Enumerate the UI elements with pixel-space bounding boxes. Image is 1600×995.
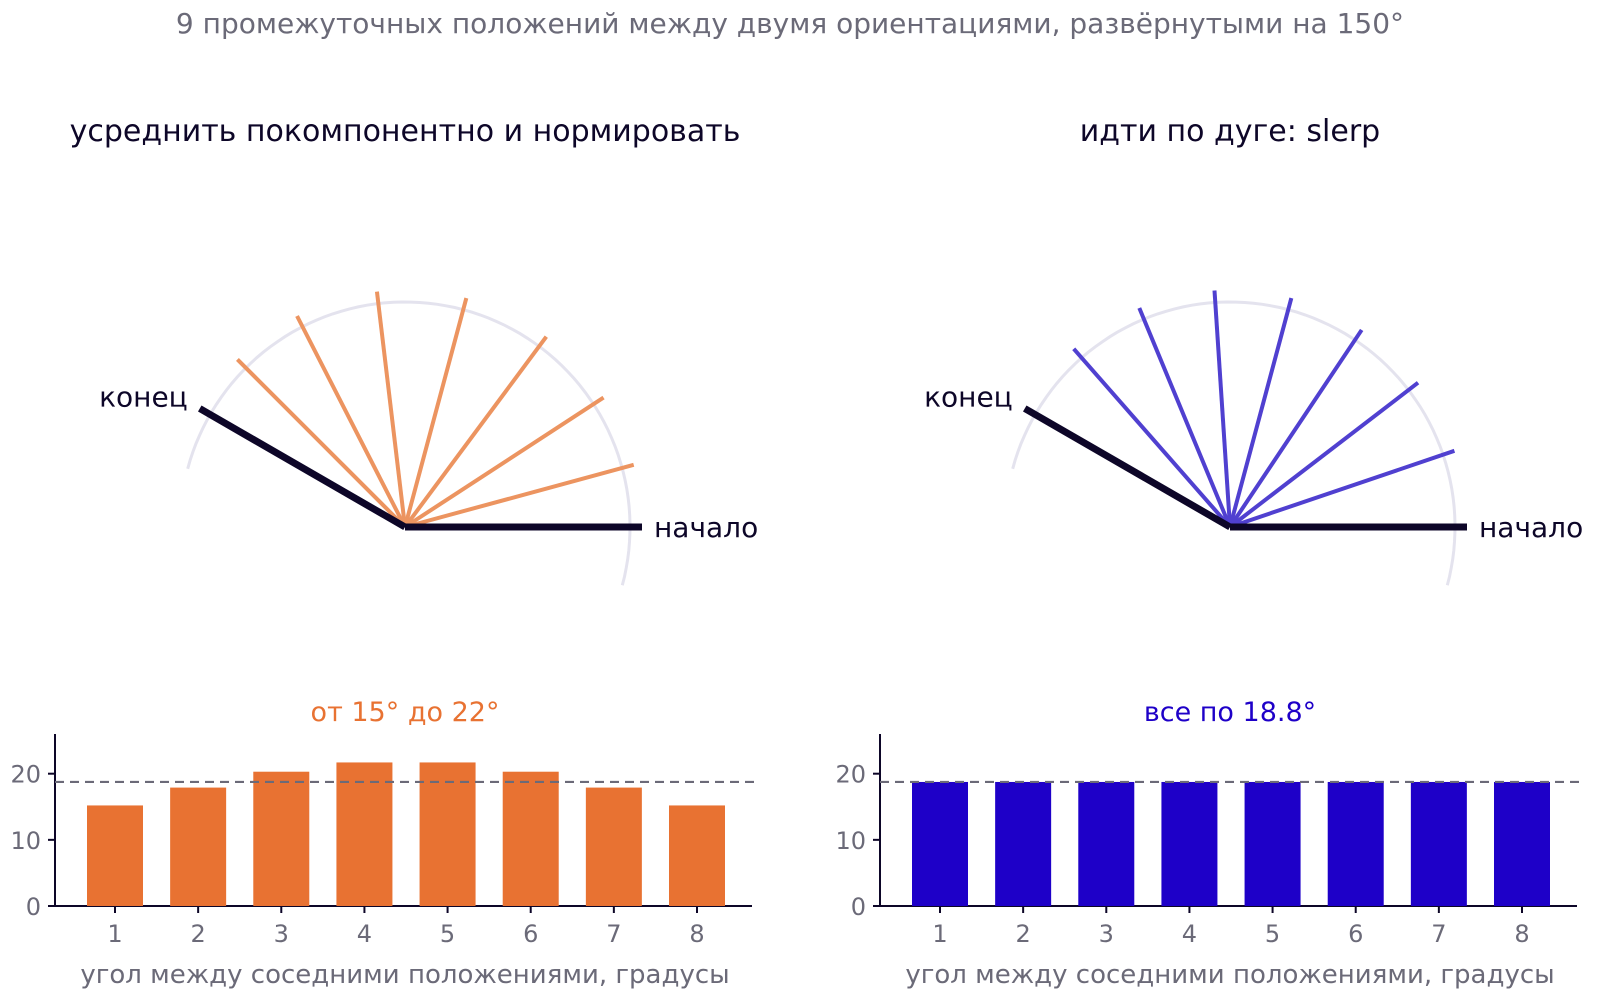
nlerp-bar-chart: 0 10 20 1 2 3 4 5 6 7 8: [10, 734, 758, 948]
slerp-intermediate-line-7: [1072, 347, 1232, 529]
nlerp-bar-7: [585, 787, 642, 906]
slerp-intermediate-line-6: [1137, 307, 1232, 528]
slerp-bar-2: [995, 781, 1052, 906]
nlerp-intermediate-line-4: [403, 297, 469, 528]
slerp-y-tick-label-1: 10: [835, 827, 866, 855]
slerp-x-tick-label-8: 8: [1514, 920, 1529, 948]
slerp-bars-title: все по 18.8°: [1144, 697, 1316, 728]
slerp-start-label: начало: [1479, 511, 1583, 544]
slerp-x-tick-label-7: 7: [1431, 920, 1446, 948]
slerp-end-line: [1023, 405, 1232, 531]
nlerp-bar-5: [419, 762, 476, 906]
slerp-bar-5: [1244, 781, 1301, 906]
slerp-bar-chart: 0 10 20 1 2 3 4 5 6 7 8: [835, 734, 1583, 948]
nlerp-x-tick-label-7: 7: [606, 920, 621, 948]
slerp-bar-3: [1078, 781, 1135, 906]
slerp-intermediate-line-1: [1229, 448, 1456, 529]
nlerp-x-tick-label-2: 2: [191, 920, 206, 948]
slerp-x-tick-label-1: 1: [932, 920, 947, 948]
slerp-intermediate-line-2: [1228, 381, 1420, 529]
nlerp-x-tick-label-1: 1: [107, 920, 122, 948]
nlerp-x-tick-label-6: 6: [523, 920, 538, 948]
slerp-x-tick-label-2: 2: [1016, 920, 1031, 948]
nlerp-bar-1: [87, 805, 143, 906]
slerp-end-label: конец: [924, 381, 1013, 414]
nlerp-bar-2: [170, 787, 227, 906]
slerp-y-tick-label-2: 20: [835, 761, 866, 789]
nlerp-y-tick-label-0: 0: [26, 893, 41, 921]
slerp-bar-8: [1494, 781, 1550, 906]
slerp-x-tick-label-4: 4: [1182, 920, 1197, 948]
slerp-y-tick-label-0: 0: [851, 893, 866, 921]
slerp-bar-4: [1161, 781, 1218, 906]
nlerp-fan-title: усреднить покомпонентно и нормировать: [70, 114, 741, 149]
slerp-x-tick-label-5: 5: [1265, 920, 1280, 948]
slerp-bar-6: [1327, 781, 1384, 906]
slerp-intermediate-line-4: [1228, 297, 1294, 528]
nlerp-start-label: начало: [654, 511, 758, 544]
nlerp-y-tick-label-1: 10: [10, 827, 41, 855]
nlerp-bar-6: [502, 771, 559, 906]
nlerp-bar-8: [669, 805, 725, 906]
slerp-bar-7: [1410, 781, 1467, 906]
nlerp-y-tick-label-2: 20: [10, 761, 41, 789]
nlerp-end-label: конец: [99, 381, 188, 414]
slerp-fan: начало конец: [924, 290, 1583, 586]
nlerp-intermediate-line-1: [404, 462, 635, 529]
slerp-x-tick-label-3: 3: [1099, 920, 1114, 948]
nlerp-x-tick-label-5: 5: [440, 920, 455, 948]
slerp-x-tick-label-6: 6: [1348, 920, 1363, 948]
nlerp-xlabel: угол между соседними положениями, градус…: [80, 960, 729, 990]
nlerp-bar-4: [336, 762, 393, 906]
nlerp-bars-title: от 15° до 22°: [311, 697, 500, 728]
nlerp-intermediate-line-2: [403, 395, 605, 529]
figure-suptitle: 9 промежуточных положений между двумя ор…: [176, 7, 1404, 40]
nlerp-end-line: [198, 405, 407, 531]
nlerp-x-tick-label-4: 4: [357, 920, 372, 948]
nlerp-fan: начало конец: [99, 291, 758, 586]
nlerp-intermediate-line-5: [374, 291, 407, 528]
slerp-xlabel: угол между соседними положениями, градус…: [905, 960, 1554, 990]
nlerp-x-tick-label-3: 3: [274, 920, 289, 948]
slerp-fan-title: идти по дуге: slerp: [1080, 114, 1380, 149]
slerp-intermediate-line-5: [1212, 290, 1232, 528]
slerp-intermediate-line-3: [1228, 328, 1364, 529]
nlerp-intermediate-line-7: [236, 358, 407, 529]
nlerp-x-tick-label-8: 8: [689, 920, 704, 948]
nlerp-intermediate-line-6: [295, 315, 407, 528]
nlerp-bar-3: [253, 771, 310, 906]
slerp-bar-1: [912, 781, 968, 906]
nlerp-intermediate-line-3: [403, 335, 548, 529]
